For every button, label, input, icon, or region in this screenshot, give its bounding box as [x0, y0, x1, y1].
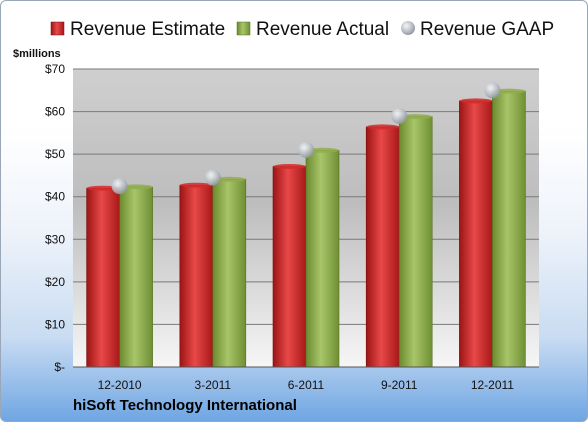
- bar-estimate-top: [179, 182, 213, 188]
- bar-actual: [492, 90, 526, 368]
- gaap-marker: [484, 82, 501, 99]
- legend-swatch-gaap: [401, 21, 415, 35]
- x-tick-label: 9-2011: [381, 378, 418, 392]
- bar-estimate: [272, 166, 307, 368]
- y-tick-label: $50: [45, 147, 65, 161]
- units-label: $millions: [13, 48, 61, 60]
- bar-actual: [119, 186, 153, 368]
- bar-actual: [398, 116, 433, 368]
- legend-item-actual: Revenue Actual: [236, 19, 389, 40]
- y-tick-label: $10: [45, 317, 65, 331]
- legend-swatch-estimate: [50, 21, 65, 36]
- gaap-marker: [204, 169, 221, 186]
- gaap-markers: [111, 82, 501, 195]
- legend-label-actual: Revenue Actual: [256, 19, 389, 40]
- bar-actual-top: [492, 88, 526, 94]
- legend-item-gaap: Revenue GAAP: [401, 19, 554, 40]
- bars: [86, 88, 526, 368]
- bar-estimate: [86, 187, 120, 368]
- x-tick-label: 6-2011: [288, 378, 325, 392]
- y-tick-label: $70: [45, 62, 65, 76]
- legend-label-estimate: Revenue Estimate: [70, 19, 225, 40]
- bar-estimate-top: [273, 163, 306, 169]
- bar-actual-top: [306, 147, 339, 153]
- y-tick-label: $20: [45, 275, 65, 289]
- y-tick-label: $30: [45, 232, 65, 246]
- bar-actual-top: [212, 176, 246, 182]
- gaap-marker: [298, 141, 314, 158]
- y-tick-label: $60: [45, 105, 65, 119]
- bar-estimate-top: [459, 98, 493, 104]
- bar-estimate: [179, 184, 214, 368]
- legend-label-gaap: Revenue GAAP: [420, 19, 554, 40]
- bar-estimate: [365, 126, 400, 368]
- legend: Revenue Estimate Revenue Actual Revenue …: [50, 19, 554, 40]
- bar-estimate-top: [86, 185, 120, 191]
- legend-item-estimate: Revenue Estimate: [50, 19, 225, 40]
- legend-swatch-actual: [236, 21, 251, 36]
- gaap-marker: [111, 178, 128, 195]
- bar-actual-top: [119, 184, 153, 190]
- x-tick-label: 12-2011: [471, 378, 514, 392]
- gaap-marker: [391, 107, 408, 124]
- x-tick-label: 12-2010: [98, 378, 142, 392]
- bar-actual: [305, 150, 340, 368]
- y-tick-label: $40: [45, 190, 65, 204]
- bar-estimate-top: [366, 124, 400, 130]
- bar-actual-top: [399, 114, 433, 120]
- x-axis-ticks: 12-2010 3-2011 6-2011 9-2011 12-2011: [98, 378, 515, 392]
- company-name: hiSoft Technology International: [73, 397, 297, 414]
- bar-estimate: [459, 100, 493, 368]
- bar-actual: [212, 178, 247, 368]
- y-tick-label: $-: [54, 360, 65, 374]
- y-axis-ticks: $- $10 $20 $30 $40 $50 $60 $70: [45, 62, 65, 374]
- x-tick-label: 3-2011: [195, 378, 232, 392]
